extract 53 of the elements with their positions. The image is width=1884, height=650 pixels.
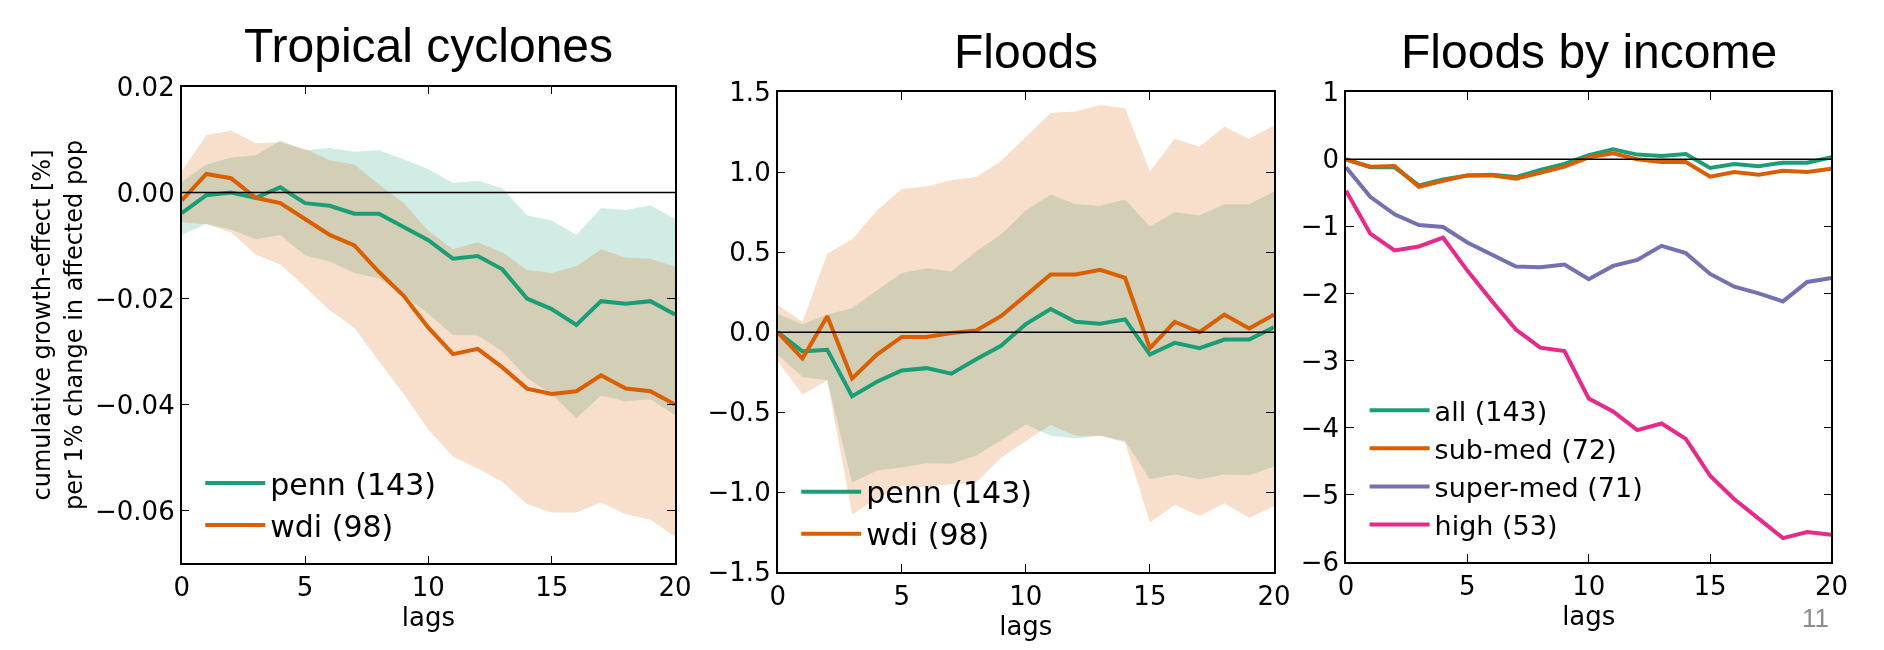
x-tick-label: 5 (296, 572, 314, 603)
chart-title: Floods (954, 25, 1099, 78)
line-series (181, 185, 676, 327)
y-tick-label: −1 (1300, 211, 1340, 242)
y-tick-label: 0.02 (116, 71, 175, 102)
y-tick-label: 0 (1322, 144, 1340, 175)
x-tick-label: 20 (1814, 570, 1849, 601)
legend-label: super-med (71) (1434, 471, 1643, 503)
x-tick-label: 15 (1133, 581, 1167, 611)
y-tick-label: −3 (1300, 345, 1340, 376)
y-tick-label: −1.0 (707, 477, 771, 508)
y-tick-label: 0.5 (729, 237, 771, 268)
x-tick-label: 10 (1009, 581, 1043, 611)
text: 11 (1802, 603, 1829, 633)
line-series (777, 267, 1274, 381)
legend-label: all (143) (1434, 395, 1548, 427)
y-tick-label: 1 (1322, 77, 1340, 108)
legend-label: penn (143) (270, 466, 436, 502)
y-tick-label: −0.04 (95, 389, 175, 420)
x-tick-label: 5 (1459, 570, 1476, 601)
y-tick-label: −0.06 (95, 495, 175, 526)
x-tick-label: 15 (535, 572, 569, 603)
y-tick-label: −5 (1300, 479, 1340, 510)
y-tick-label: 1.0 (729, 157, 771, 188)
legend-label: high (53) (1434, 510, 1558, 542)
x-axis-title: lags (401, 602, 455, 633)
legend-label: wdi (98) (866, 517, 990, 553)
y-tick-label: −0.5 (707, 397, 771, 428)
y-tick-label: 0.0 (729, 317, 771, 348)
line-series (1346, 165, 1832, 304)
x-tick-label: 5 (893, 581, 910, 611)
y-tick-label: −0.02 (95, 283, 175, 314)
x-tick-label: 20 (1257, 581, 1291, 611)
y-tick-label: 0.00 (116, 177, 175, 208)
line-series (181, 171, 676, 407)
y-tick-label: −6 (1300, 546, 1340, 577)
x-tick-label: 15 (1693, 570, 1727, 601)
legend-label: penn (143) (866, 475, 1032, 511)
x-axis-title: lags (1562, 600, 1616, 631)
x-axis-title: lags (999, 611, 1053, 641)
y-axis-title: cumulative growth-effect [%] per 1% change in affected pop (28, 139, 88, 511)
chart-title: Floods by income (1401, 25, 1778, 78)
chart-title: Tropical cyclones (244, 19, 614, 72)
x-tick-label: 10 (411, 572, 445, 603)
x-tick-label: 10 (1572, 570, 1606, 601)
y-tick-label: −2 (1300, 278, 1340, 309)
x-tick-label: 20 (658, 572, 692, 603)
y-tick-label: 1.5 (729, 77, 771, 108)
legend-label: wdi (98) (270, 508, 394, 544)
y-tick-label: −4 (1300, 412, 1340, 443)
line-series (1346, 188, 1832, 541)
legend-label: sub-med (72) (1434, 433, 1617, 465)
y-tick-label: −1.5 (707, 557, 771, 588)
